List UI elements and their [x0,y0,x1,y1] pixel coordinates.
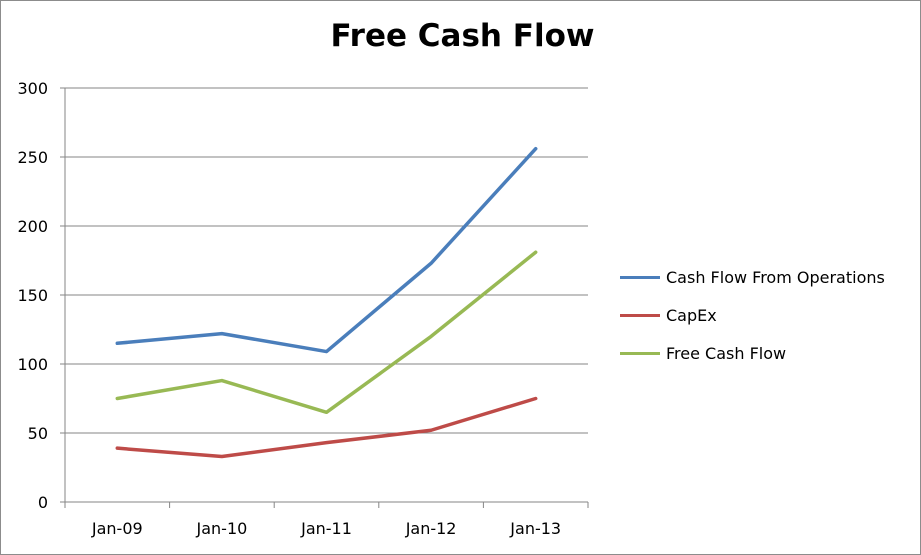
series-line [115,396,538,459]
legend-swatch [620,313,660,317]
y-tick-label: 200 [17,217,48,236]
series-line [115,146,538,354]
series-line [115,250,538,415]
x-tick-label: Jan-13 [509,519,561,538]
legend-label: Free Cash Flow [666,343,787,363]
y-tick-label: 100 [17,355,48,374]
x-tick-label: Jan-11 [300,519,352,538]
y-tick-label: 50 [28,424,48,443]
legend-item: Free Cash Flow [620,334,885,372]
x-tick-label: Jan-12 [405,519,457,538]
legend-label: Cash Flow From Operations [666,267,885,287]
y-tick-label: 0 [38,493,48,512]
x-tick-label: Jan-09 [91,519,143,538]
legend-label: CapEx [666,305,717,325]
legend-item: CapEx [620,296,885,334]
legend-swatch [620,351,660,355]
y-tick-label: 250 [17,148,48,167]
legend: Cash Flow From Operations CapEx Free Cash … [620,258,885,372]
chart-title: Free Cash Flow [0,18,921,54]
chart-title-text: Free Cash Flow [330,18,595,54]
y-tick-label: 300 [17,79,48,98]
y-tick-label: 150 [17,286,48,305]
legend-swatch [620,275,660,279]
legend-item: Cash Flow From Operations [620,258,885,296]
x-tick-label: Jan-10 [196,519,248,538]
